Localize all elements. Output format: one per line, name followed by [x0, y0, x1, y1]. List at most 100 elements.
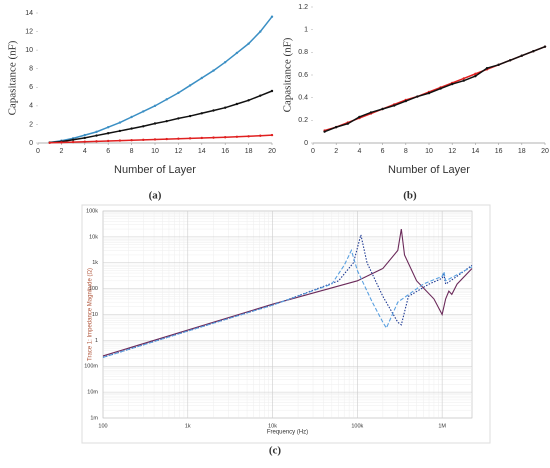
- x-tick-label: 6: [106, 148, 110, 155]
- x-tick-label: 6: [381, 148, 385, 155]
- panel-label: (b): [403, 190, 417, 202]
- data-point: [118, 139, 122, 142]
- x-tick-label: 14: [198, 148, 206, 155]
- data-point: [130, 115, 133, 119]
- data-point: [142, 110, 145, 113]
- x-tick-label: 10: [425, 148, 433, 155]
- x-tick-label: 8: [130, 148, 134, 155]
- data-point: [427, 91, 431, 95]
- data-point: [200, 136, 203, 140]
- data-point: [142, 138, 145, 142]
- data-point: [247, 42, 250, 45]
- y-tick-label: 1k: [92, 260, 98, 266]
- x-tick-label: 14: [472, 148, 480, 155]
- y-tick-label: 4: [29, 103, 33, 110]
- y-tick-label: 10k: [89, 234, 98, 240]
- y-tick-label: 0.8: [298, 49, 308, 56]
- data-point: [95, 140, 98, 143]
- data-point: [83, 136, 87, 140]
- data-point: [118, 129, 122, 133]
- data-point: [188, 84, 192, 87]
- data-point: [416, 95, 419, 98]
- data-point: [369, 111, 373, 114]
- data-point: [200, 112, 203, 115]
- data-point: [224, 106, 227, 109]
- data-point: [95, 134, 98, 137]
- data-point: [381, 107, 384, 111]
- panel-frame: [81, 204, 491, 444]
- data-point: [404, 99, 407, 103]
- y-tick-label: 12: [25, 28, 33, 35]
- series-line: [324, 45, 546, 133]
- data-point: [451, 82, 454, 86]
- x-axis-title: Frequency (Hz): [267, 430, 308, 436]
- data-point: [177, 91, 180, 95]
- data-point: [224, 61, 227, 64]
- data-point: [130, 139, 133, 142]
- data-point: [142, 125, 145, 128]
- x-axis-title: Number of Layer: [388, 164, 470, 176]
- x-tick-label: 20: [268, 148, 276, 155]
- data-point: [462, 79, 465, 82]
- y-tick-label: 1: [95, 338, 98, 344]
- data-point: [247, 99, 250, 102]
- x-tick-label: 12: [448, 148, 456, 155]
- y-tick-label: 10: [92, 312, 98, 318]
- data-point: [509, 59, 512, 62]
- data-point: [270, 89, 274, 93]
- data-point: [165, 98, 168, 101]
- data-point: [259, 134, 262, 137]
- data-point: [212, 69, 215, 72]
- data-point: [188, 137, 192, 140]
- x-tick-label: 0: [311, 148, 315, 155]
- data-point: [462, 77, 465, 80]
- y-tick-label: 0.6: [298, 72, 308, 79]
- data-point: [212, 136, 215, 139]
- y-tick-label: 2: [29, 121, 33, 128]
- y-tick-label: 100k: [86, 208, 98, 214]
- y-tick-label: 10: [25, 47, 33, 54]
- data-point: [165, 119, 168, 123]
- series-line: [49, 16, 273, 144]
- data-point: [83, 133, 87, 137]
- series-line: [102, 248, 473, 358]
- data-point: [259, 30, 262, 33]
- data-point: [71, 138, 75, 141]
- data-point: [153, 122, 157, 125]
- data-point: [247, 135, 250, 138]
- y-tick-label: 0.4: [298, 95, 308, 102]
- x-tick-label: 12: [175, 148, 183, 155]
- data-point: [188, 114, 192, 118]
- data-point: [165, 137, 168, 141]
- data-point: [107, 126, 110, 129]
- data-point: [497, 63, 500, 66]
- data-point: [153, 104, 157, 108]
- data-point: [95, 130, 98, 134]
- data-point: [323, 130, 326, 133]
- y-tick-label: 0.2: [298, 117, 308, 124]
- data-point: [118, 121, 122, 124]
- data-point: [235, 102, 239, 106]
- data-point: [393, 104, 396, 107]
- x-tick-label: 16: [495, 148, 503, 155]
- y-tick-label: 6: [29, 84, 33, 91]
- series-line: [49, 90, 273, 144]
- x-tick-label: 10: [151, 148, 159, 155]
- data-point: [177, 137, 180, 140]
- x-tick-label: 10k: [268, 423, 277, 429]
- data-point: [520, 54, 523, 57]
- x-tick-label: 2: [59, 148, 63, 155]
- y-axis-title: Capasitance (nF): [282, 37, 294, 112]
- data-point: [83, 140, 87, 143]
- y-axis-title: Capasitance (nF): [7, 40, 19, 115]
- y-tick-label: 1m: [90, 415, 98, 421]
- data-point: [177, 117, 180, 120]
- data-point: [107, 132, 110, 135]
- data-point: [346, 122, 349, 125]
- data-point: [358, 115, 361, 119]
- x-tick-label: 100: [98, 423, 107, 429]
- data-point: [485, 67, 489, 70]
- y-tick-label: 1: [304, 27, 308, 34]
